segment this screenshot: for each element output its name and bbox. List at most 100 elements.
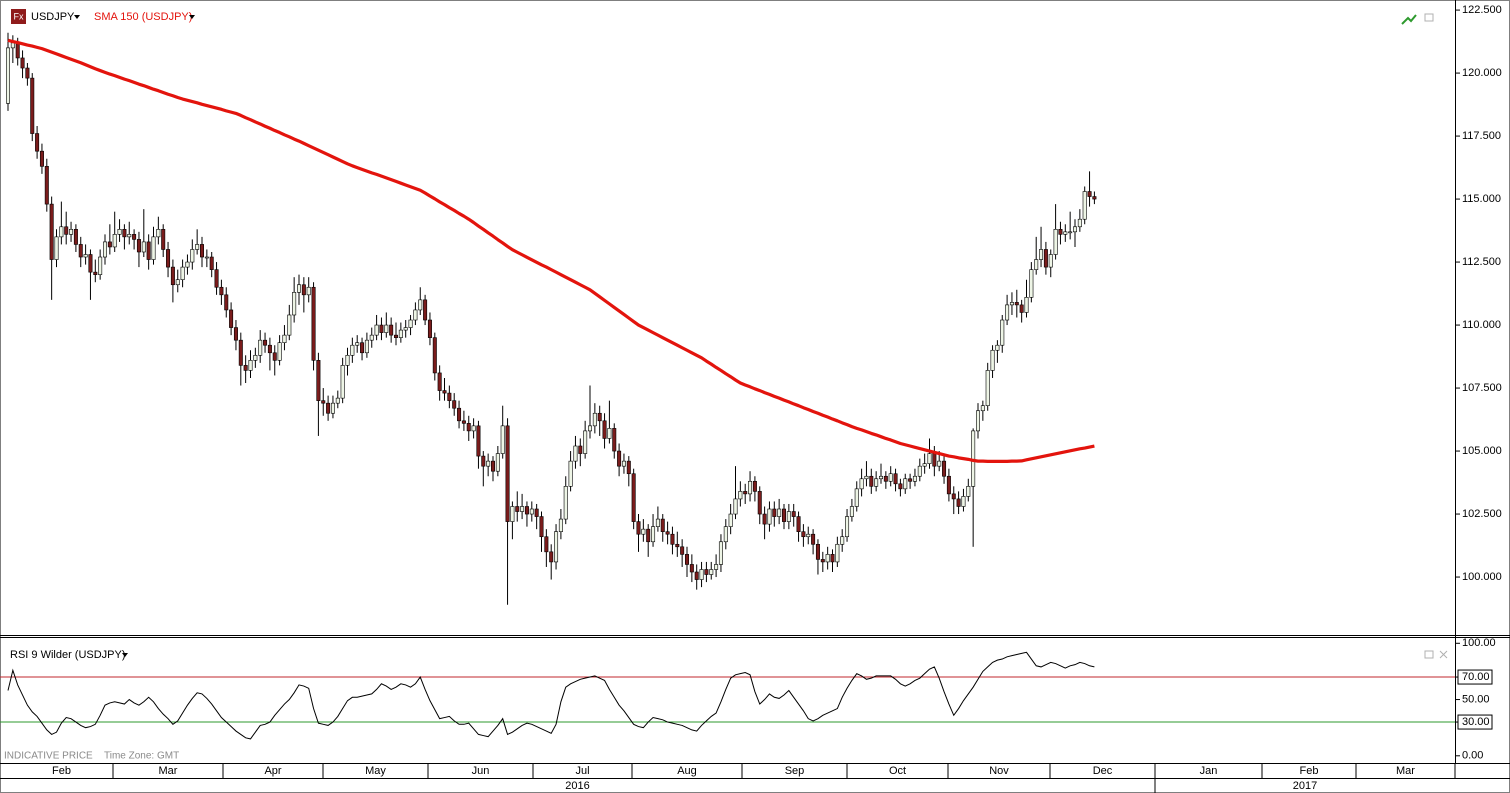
- candle-body: [937, 460, 942, 467]
- candle-body: [820, 559, 825, 563]
- candle-body: [73, 229, 78, 245]
- candle-body: [849, 506, 854, 517]
- y-tick-label: 102.500: [1462, 508, 1502, 520]
- candle-body: [558, 518, 563, 532]
- candle-body: [214, 269, 219, 288]
- candle-body: [263, 339, 268, 346]
- candle-body: [195, 244, 200, 250]
- year-label: 2017: [1293, 780, 1317, 792]
- candle-body: [975, 410, 980, 432]
- candle-body: [878, 475, 883, 480]
- candle-body: [44, 166, 49, 205]
- candle-body: [490, 460, 495, 472]
- candle-body: [190, 249, 195, 263]
- candle-body: [912, 475, 917, 482]
- candle-body: [471, 425, 476, 432]
- candle-body: [1048, 254, 1053, 268]
- candle-body: [903, 478, 908, 490]
- candle-body: [772, 508, 777, 517]
- candle-body: [112, 234, 117, 248]
- candle-body: [893, 473, 898, 485]
- candle-body: [927, 453, 932, 464]
- dropdown-arrow[interactable]: [74, 15, 80, 19]
- candle-body: [946, 475, 951, 495]
- candle-body: [898, 483, 903, 490]
- candle-body: [1043, 249, 1048, 268]
- candle-body: [980, 405, 985, 412]
- candle-body: [932, 453, 937, 467]
- candle-body: [219, 286, 224, 296]
- candle-body: [103, 241, 108, 258]
- timezone: Time Zone: GMT: [104, 751, 179, 762]
- candle-body: [224, 294, 229, 311]
- candle-body: [486, 460, 491, 467]
- candle-body: [830, 554, 835, 563]
- candle-body: [791, 511, 796, 517]
- candle-body: [655, 518, 660, 527]
- month-label: Dec: [1093, 765, 1113, 777]
- candle-body: [64, 226, 69, 235]
- candle-body: [340, 365, 345, 399]
- candle-body: [718, 541, 723, 565]
- candle-body: [704, 569, 709, 575]
- candle-body: [883, 475, 888, 482]
- restore-icon[interactable]: [1424, 13, 1434, 22]
- candle-body: [253, 354, 258, 361]
- dropdown-arrow[interactable]: [122, 653, 128, 657]
- candle-body: [583, 430, 588, 454]
- candle-body: [510, 506, 515, 522]
- candle-body: [777, 508, 782, 517]
- candle-body: [786, 511, 791, 522]
- candle-body: [10, 42, 15, 49]
- candle-body: [801, 531, 806, 538]
- y-tick-label: 100.00: [1462, 637, 1496, 649]
- candle-body: [573, 445, 578, 462]
- candle-body: [529, 508, 534, 515]
- candle-body: [1039, 249, 1044, 260]
- candle-body: [675, 543, 680, 548]
- candle-body: [360, 342, 365, 354]
- candle-body: [592, 412, 597, 427]
- candle-body: [917, 465, 922, 477]
- y-tick-label: 120.000: [1462, 67, 1502, 79]
- candle-body: [806, 533, 811, 538]
- candle-body: [888, 473, 893, 482]
- candle-body: [185, 261, 190, 268]
- fx-badge-text: Fx: [14, 11, 24, 21]
- candle-body: [796, 516, 801, 532]
- candle-body: [597, 412, 602, 422]
- candle-body: [1014, 302, 1019, 306]
- candle-body: [350, 344, 355, 356]
- dropdown-arrow[interactable]: [189, 15, 195, 19]
- candle-body: [631, 473, 636, 522]
- candle-body: [1019, 304, 1024, 313]
- close-icon[interactable]: [1439, 650, 1448, 659]
- candle-body: [156, 229, 161, 238]
- candle-body: [296, 284, 301, 293]
- candle-body: [403, 327, 408, 331]
- candle-body: [277, 342, 282, 361]
- y-tick-label: 117.500: [1462, 130, 1501, 142]
- candle-body: [908, 478, 913, 482]
- legend-indicator[interactable]: SMA 150 (USDJPY): [94, 11, 192, 23]
- restore-icon[interactable]: [1424, 650, 1434, 659]
- candle-body: [389, 324, 394, 336]
- candle-body: [161, 229, 166, 250]
- candle-body: [874, 478, 879, 487]
- legend-rsi[interactable]: RSI 9 Wilder (USDJPY): [10, 649, 126, 661]
- candle-body: [481, 455, 486, 467]
- candle-body: [209, 256, 214, 270]
- candle-body: [738, 491, 743, 500]
- legend-symbol[interactable]: USDJPY: [31, 11, 75, 23]
- candle-body: [88, 254, 93, 273]
- candle-body: [282, 334, 287, 343]
- candle-body: [39, 150, 44, 167]
- month-label: Aug: [677, 765, 697, 777]
- candle-body: [427, 319, 432, 338]
- candle-body: [709, 569, 714, 575]
- trend-icon[interactable]: [1401, 14, 1417, 25]
- y-tick-label: 105.000: [1462, 445, 1502, 457]
- candle-body: [578, 445, 583, 454]
- candle-body: [432, 337, 437, 374]
